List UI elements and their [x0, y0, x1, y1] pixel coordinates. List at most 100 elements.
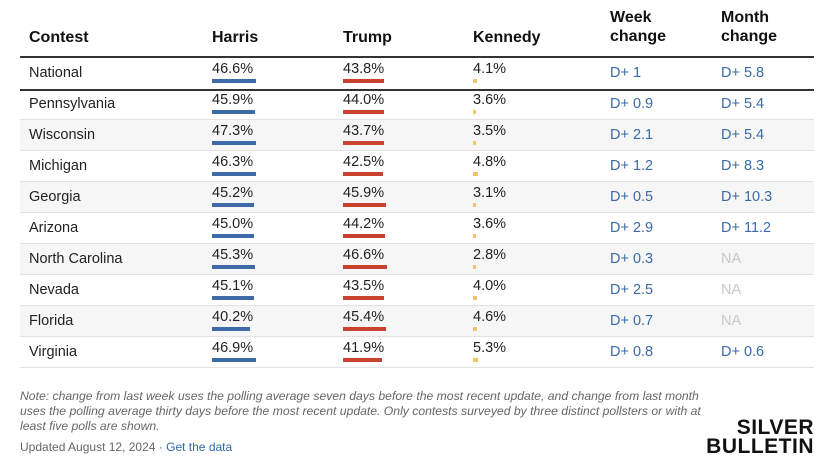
share-bar: [473, 203, 476, 207]
month-change: D+ 8.3: [721, 158, 765, 174]
share-bar: [212, 296, 255, 300]
column-header: Harris: [212, 29, 259, 46]
contest-name: North Carolina: [29, 251, 123, 267]
row-rule: [20, 119, 814, 120]
month-change: D+ 10.3: [721, 189, 773, 205]
month-change: NA: [721, 282, 742, 298]
week-change: D+ 0.7: [610, 313, 654, 329]
percent-label: 46.9%: [212, 340, 254, 356]
share-bar: [212, 327, 250, 331]
month-change: NA: [721, 251, 742, 267]
week-change: D+ 1: [610, 65, 642, 81]
share-bar: [473, 327, 478, 331]
row-band: [20, 120, 814, 151]
share-bar: [212, 110, 256, 114]
percent-label: 45.2%: [212, 185, 254, 201]
logo-top: SILVER: [736, 416, 814, 439]
share-bar: [212, 79, 256, 83]
share-bar: [212, 203, 255, 207]
column-header: Contest: [29, 29, 89, 46]
percent-label: 4.8%: [473, 154, 507, 170]
share-bar: [473, 265, 476, 269]
month-change: D+ 0.6: [721, 344, 765, 360]
data-link[interactable]: Get the data: [166, 440, 233, 454]
share-bar: [343, 141, 385, 145]
percent-label: 45.9%: [212, 92, 254, 108]
row-rule: [20, 367, 814, 368]
percent-label: 41.9%: [343, 340, 385, 356]
share-bar: [343, 172, 383, 176]
percent-label: 45.9%: [343, 185, 385, 201]
month-change: D+ 5.4: [721, 96, 765, 112]
percent-label: 45.1%: [212, 278, 254, 294]
percent-label: 43.8%: [343, 61, 385, 77]
percent-label: 45.0%: [212, 216, 254, 232]
share-bar: [343, 358, 383, 362]
percent-label: 3.6%: [473, 216, 507, 232]
row-rule: [20, 89, 814, 91]
share-bar: [343, 234, 385, 238]
row-band: [20, 182, 814, 213]
percent-label: 4.1%: [473, 61, 507, 77]
row-rule: [20, 212, 814, 213]
row-rule: [20, 243, 814, 244]
contest-name: Florida: [29, 313, 74, 329]
share-bar: [473, 79, 477, 83]
percent-label: 46.6%: [343, 247, 385, 263]
share-bar: [343, 203, 387, 207]
percent-label: 3.6%: [473, 92, 507, 108]
percent-label: 4.6%: [473, 309, 507, 325]
month-change: D+ 11.2: [721, 220, 772, 236]
percent-label: 43.7%: [343, 123, 385, 139]
row-band: [20, 244, 814, 275]
month-change: D+ 5.8: [721, 65, 765, 81]
header-rule: [20, 56, 814, 58]
share-bar: [212, 358, 257, 362]
share-bar: [212, 172, 256, 176]
week-change: D+ 0.5: [610, 189, 654, 205]
share-bar: [473, 296, 477, 300]
share-bar: [473, 141, 477, 145]
percent-label: 45.3%: [212, 247, 254, 263]
percent-label: 3.1%: [473, 185, 507, 201]
week-change: D+ 2.5: [610, 282, 654, 298]
share-bar: [343, 265, 387, 269]
contest-name: National: [29, 65, 83, 81]
contest-name: Arizona: [29, 220, 79, 236]
row-rule: [20, 336, 814, 337]
row-rule: [20, 181, 814, 182]
month-change: D+ 5.4: [721, 127, 765, 143]
share-bar: [212, 141, 257, 145]
share-bar: [473, 234, 477, 238]
week-change: D+ 0.3: [610, 251, 654, 267]
percent-label: 40.2%: [212, 309, 254, 325]
percent-label: 46.3%: [212, 154, 254, 170]
row-rule: [20, 150, 814, 151]
week-change: D+ 1.2: [610, 158, 654, 174]
percent-label: 3.5%: [473, 123, 507, 139]
percent-label: 43.5%: [343, 278, 385, 294]
updated: Updated August 12, 2024 ·: [20, 440, 163, 454]
column-header: Week change: [610, 9, 667, 45]
updated-line: Updated August 12, 2024 · Get the data: [20, 440, 232, 454]
row-rule: [20, 274, 814, 275]
column-header: Trump: [343, 29, 392, 46]
contest-name: Georgia: [29, 189, 81, 205]
contest-name: Pennsylvania: [29, 96, 116, 112]
logo-bottom: BULLETIN: [706, 435, 814, 458]
contest-name: Wisconsin: [29, 127, 96, 143]
week-change: D+ 2.9: [610, 220, 654, 236]
share-bar: [212, 234, 255, 238]
share-bar: [343, 110, 385, 114]
share-bar: [473, 358, 478, 362]
contest-name: Nevada: [29, 282, 79, 298]
week-change: D+ 0.8: [610, 344, 654, 360]
column-header: Month change: [721, 9, 778, 45]
percent-label: 44.2%: [343, 216, 385, 232]
row-rule: [20, 305, 814, 306]
row-band: [20, 306, 814, 337]
contest-name: Michigan: [29, 158, 88, 174]
percent-label: 47.3%: [212, 123, 254, 139]
percent-label: 45.4%: [343, 309, 385, 325]
